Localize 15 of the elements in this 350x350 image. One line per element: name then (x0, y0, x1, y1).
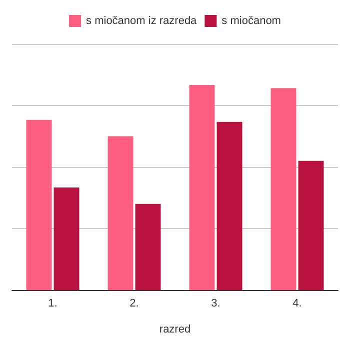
bar (216, 122, 242, 290)
x-axis-title: razred (159, 324, 191, 336)
bar (26, 120, 52, 290)
bar (298, 160, 324, 290)
bar (135, 204, 161, 290)
x-tick-label: 2. (130, 298, 139, 310)
bar (108, 136, 134, 290)
x-tick-label: 4. (292, 298, 302, 310)
legend-label: s miočanom iz razreda (86, 15, 198, 27)
x-tick-label: 3. (211, 298, 220, 310)
legend-label: s miočanom (222, 15, 281, 27)
bar (270, 88, 296, 290)
bar (189, 85, 215, 290)
x-tick-label: 1. (48, 298, 58, 310)
bar (54, 188, 80, 290)
